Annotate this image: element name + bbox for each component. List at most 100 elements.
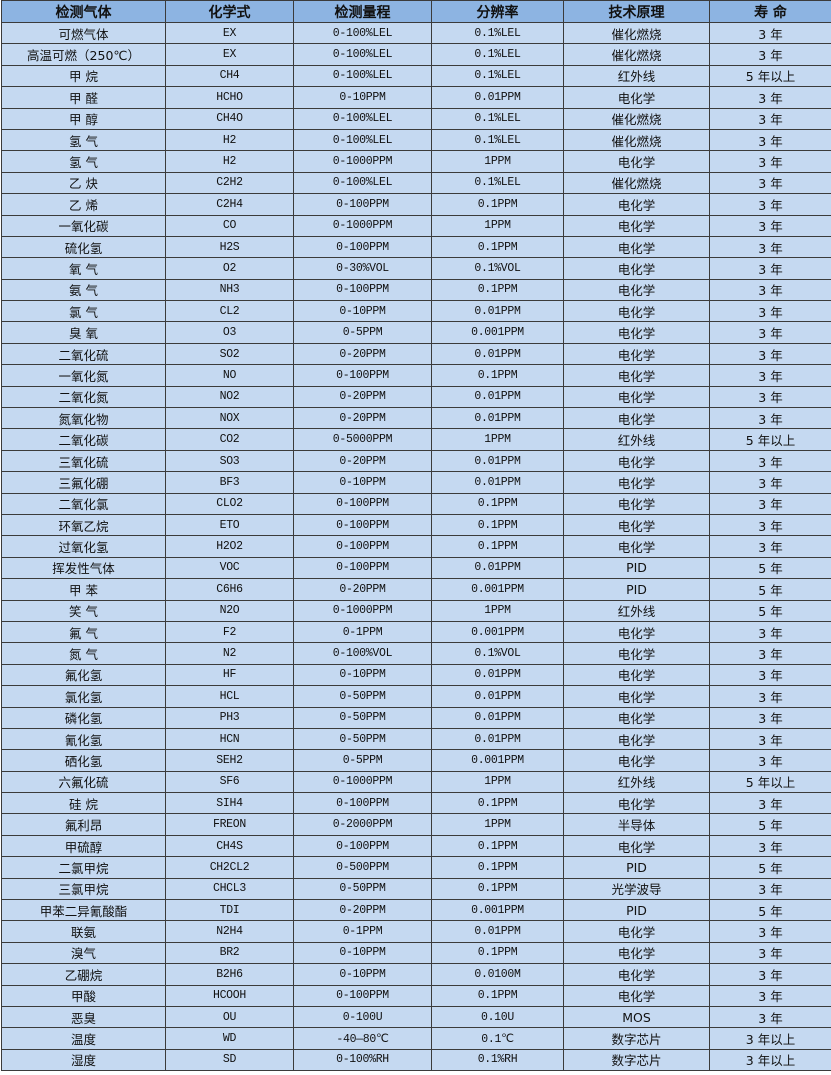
cell-principle: 电化学 [563,513,710,537]
cell-range: 0-30%VOL [293,257,432,280]
cell-principle: 电化学 [563,342,710,366]
cell-principle: 电化学 [563,300,710,323]
cell-range: 0-100PPM [293,193,432,216]
cell-gas: 甲 醛 [1,86,166,109]
cell-range: 0-20PPM [293,449,432,473]
table-row: 二氧化氯 CLO2 0-100PPM 0.1PPM 电化学 3 年 [1,492,831,515]
cell-resolution: 0.1PPM [431,193,564,216]
cell-resolution: 0.1PPM [431,513,564,537]
cell-resolution: 0.1%LEL [431,128,564,152]
cell-gas: 可燃气体 [1,21,166,45]
table-row: 三氯甲烷 CHCL3 0-50PPM 0.1PPM 光学波导 3 年 [1,877,831,901]
cell-range: 0-100%LEL [293,171,432,195]
cell-range: 0-100PPM [293,556,432,580]
table-row: 氧 气 O2 0-30%VOL 0.1%VOL 电化学 3 年 [1,257,831,280]
cell-gas: 氰化氢 [1,727,166,751]
cell-lifespan: 3 年以上 [709,1027,831,1050]
cell-lifespan: 3 年 [709,21,831,45]
cell-gas: 氮氧化物 [1,407,166,430]
cell-gas: 一氧化碳 [1,214,166,237]
cell-gas: 氯化氢 [1,685,166,708]
cell-lifespan: 3 年 [709,1005,831,1029]
table-row: 硒化氢 SEH2 0-5PPM 0.001PPM 电化学 3 年 [1,749,831,772]
cell-principle: 电化学 [563,663,710,687]
cell-principle: 红外线 [563,64,710,88]
cell-formula: C6H6 [165,578,294,601]
cell-range: 0-20PPM [293,342,432,366]
cell-gas: 联氨 [1,920,166,943]
cell-lifespan: 3 年 [709,620,831,644]
table-row: 甲苯二异氰酸酯 TDI 0-20PPM 0.001PPM PID 5 年 [1,899,831,922]
cell-formula: O3 [165,321,294,344]
cell-resolution: 0.01PPM [431,342,564,366]
header-formula: 化学式 [165,0,294,23]
cell-lifespan: 5 年 [709,556,831,580]
cell-range: 0-1PPM [293,620,432,644]
cell-range: 0-10PPM [293,471,432,494]
table-row: 乙 烯 C2H4 0-100PPM 0.1PPM 电化学 3 年 [1,193,831,216]
cell-principle: 电化学 [563,235,710,259]
table-row: 氢 气 H2 0-1000PPM 1PPM 电化学 3 年 [1,150,831,173]
cell-principle: 电化学 [563,471,710,494]
cell-range: 0-100PPM [293,513,432,537]
cell-principle: 电化学 [563,706,710,729]
cell-range: 0-100PPM [293,535,432,558]
cell-gas: 二氧化硫 [1,342,166,366]
cell-lifespan: 3 年 [709,727,831,751]
cell-gas: 二氧化氮 [1,385,166,409]
cell-resolution: 1PPM [431,428,564,451]
table-row: 乙硼烷 B2H6 0-10PPM 0.0100M 电化学 3 年 [1,963,831,986]
cell-lifespan: 3 年 [709,706,831,729]
table-row: 三氟化硼 BF3 0-10PPM 0.01PPM 电化学 3 年 [1,471,831,494]
table-row: 高温可燃（250℃） EX 0-100%LEL 0.1%LEL 催化燃烧 3 年 [1,43,831,66]
cell-gas: 氧 气 [1,257,166,280]
cell-resolution: 0.001PPM [431,749,564,772]
cell-range: 0-50PPM [293,685,432,708]
cell-lifespan: 5 年 [709,856,831,879]
cell-lifespan: 3 年以上 [709,1048,831,1072]
cell-range: 0-2000PPM [293,813,432,836]
cell-gas: 硅 烷 [1,792,166,815]
cell-lifespan: 3 年 [709,342,831,366]
cell-resolution: 0.1%LEL [431,43,564,66]
cell-principle: 数字芯片 [563,1027,710,1050]
cell-formula: HCL [165,685,294,708]
table-row: 三氧化硫 SO3 0-20PPM 0.01PPM 电化学 3 年 [1,449,831,473]
cell-gas: 挥发性气体 [1,556,166,580]
cell-principle: 电化学 [563,385,710,409]
cell-formula: CH2CL2 [165,856,294,879]
cell-formula: H2O2 [165,535,294,558]
table-row: 笑 气 N2O 0-1000PPM 1PPM 红外线 5 年 [1,599,831,622]
cell-resolution: 0.1PPM [431,792,564,815]
table-row: 可燃气体 EX 0-100%LEL 0.1%LEL 催化燃烧 3 年 [1,21,831,45]
cell-range: 0-50PPM [293,727,432,751]
cell-gas: 乙 烯 [1,193,166,216]
cell-principle: PID [563,556,710,580]
cell-range: -40—80℃ [293,1027,432,1050]
cell-formula: SF6 [165,770,294,794]
cell-gas: 氟利昂 [1,813,166,836]
cell-range: 0-100U [293,1005,432,1029]
cell-lifespan: 5 年 [709,599,831,622]
cell-range: 0-10PPM [293,963,432,986]
cell-range: 0-100%LEL [293,64,432,88]
cell-resolution: 0.01PPM [431,556,564,580]
cell-lifespan: 3 年 [709,171,831,195]
cell-formula: HCN [165,727,294,751]
cell-principle: 电化学 [563,727,710,751]
cell-lifespan: 3 年 [709,407,831,430]
cell-resolution: 0.0100M [431,963,564,986]
table-row: 甲 烷 CH4 0-100%LEL 0.1%LEL 红外线 5 年以上 [1,64,831,88]
cell-gas: 臭 氧 [1,321,166,344]
cell-formula: CH4S [165,834,294,858]
cell-formula: N2 [165,642,294,665]
cell-lifespan: 3 年 [709,535,831,558]
cell-principle: PID [563,899,710,922]
cell-resolution: 0.001PPM [431,321,564,344]
cell-lifespan: 3 年 [709,963,831,986]
cell-lifespan: 5 年 [709,899,831,922]
cell-range: 0-10PPM [293,300,432,323]
header-lifespan: 寿 命 [709,0,831,23]
cell-resolution: 0.001PPM [431,578,564,601]
